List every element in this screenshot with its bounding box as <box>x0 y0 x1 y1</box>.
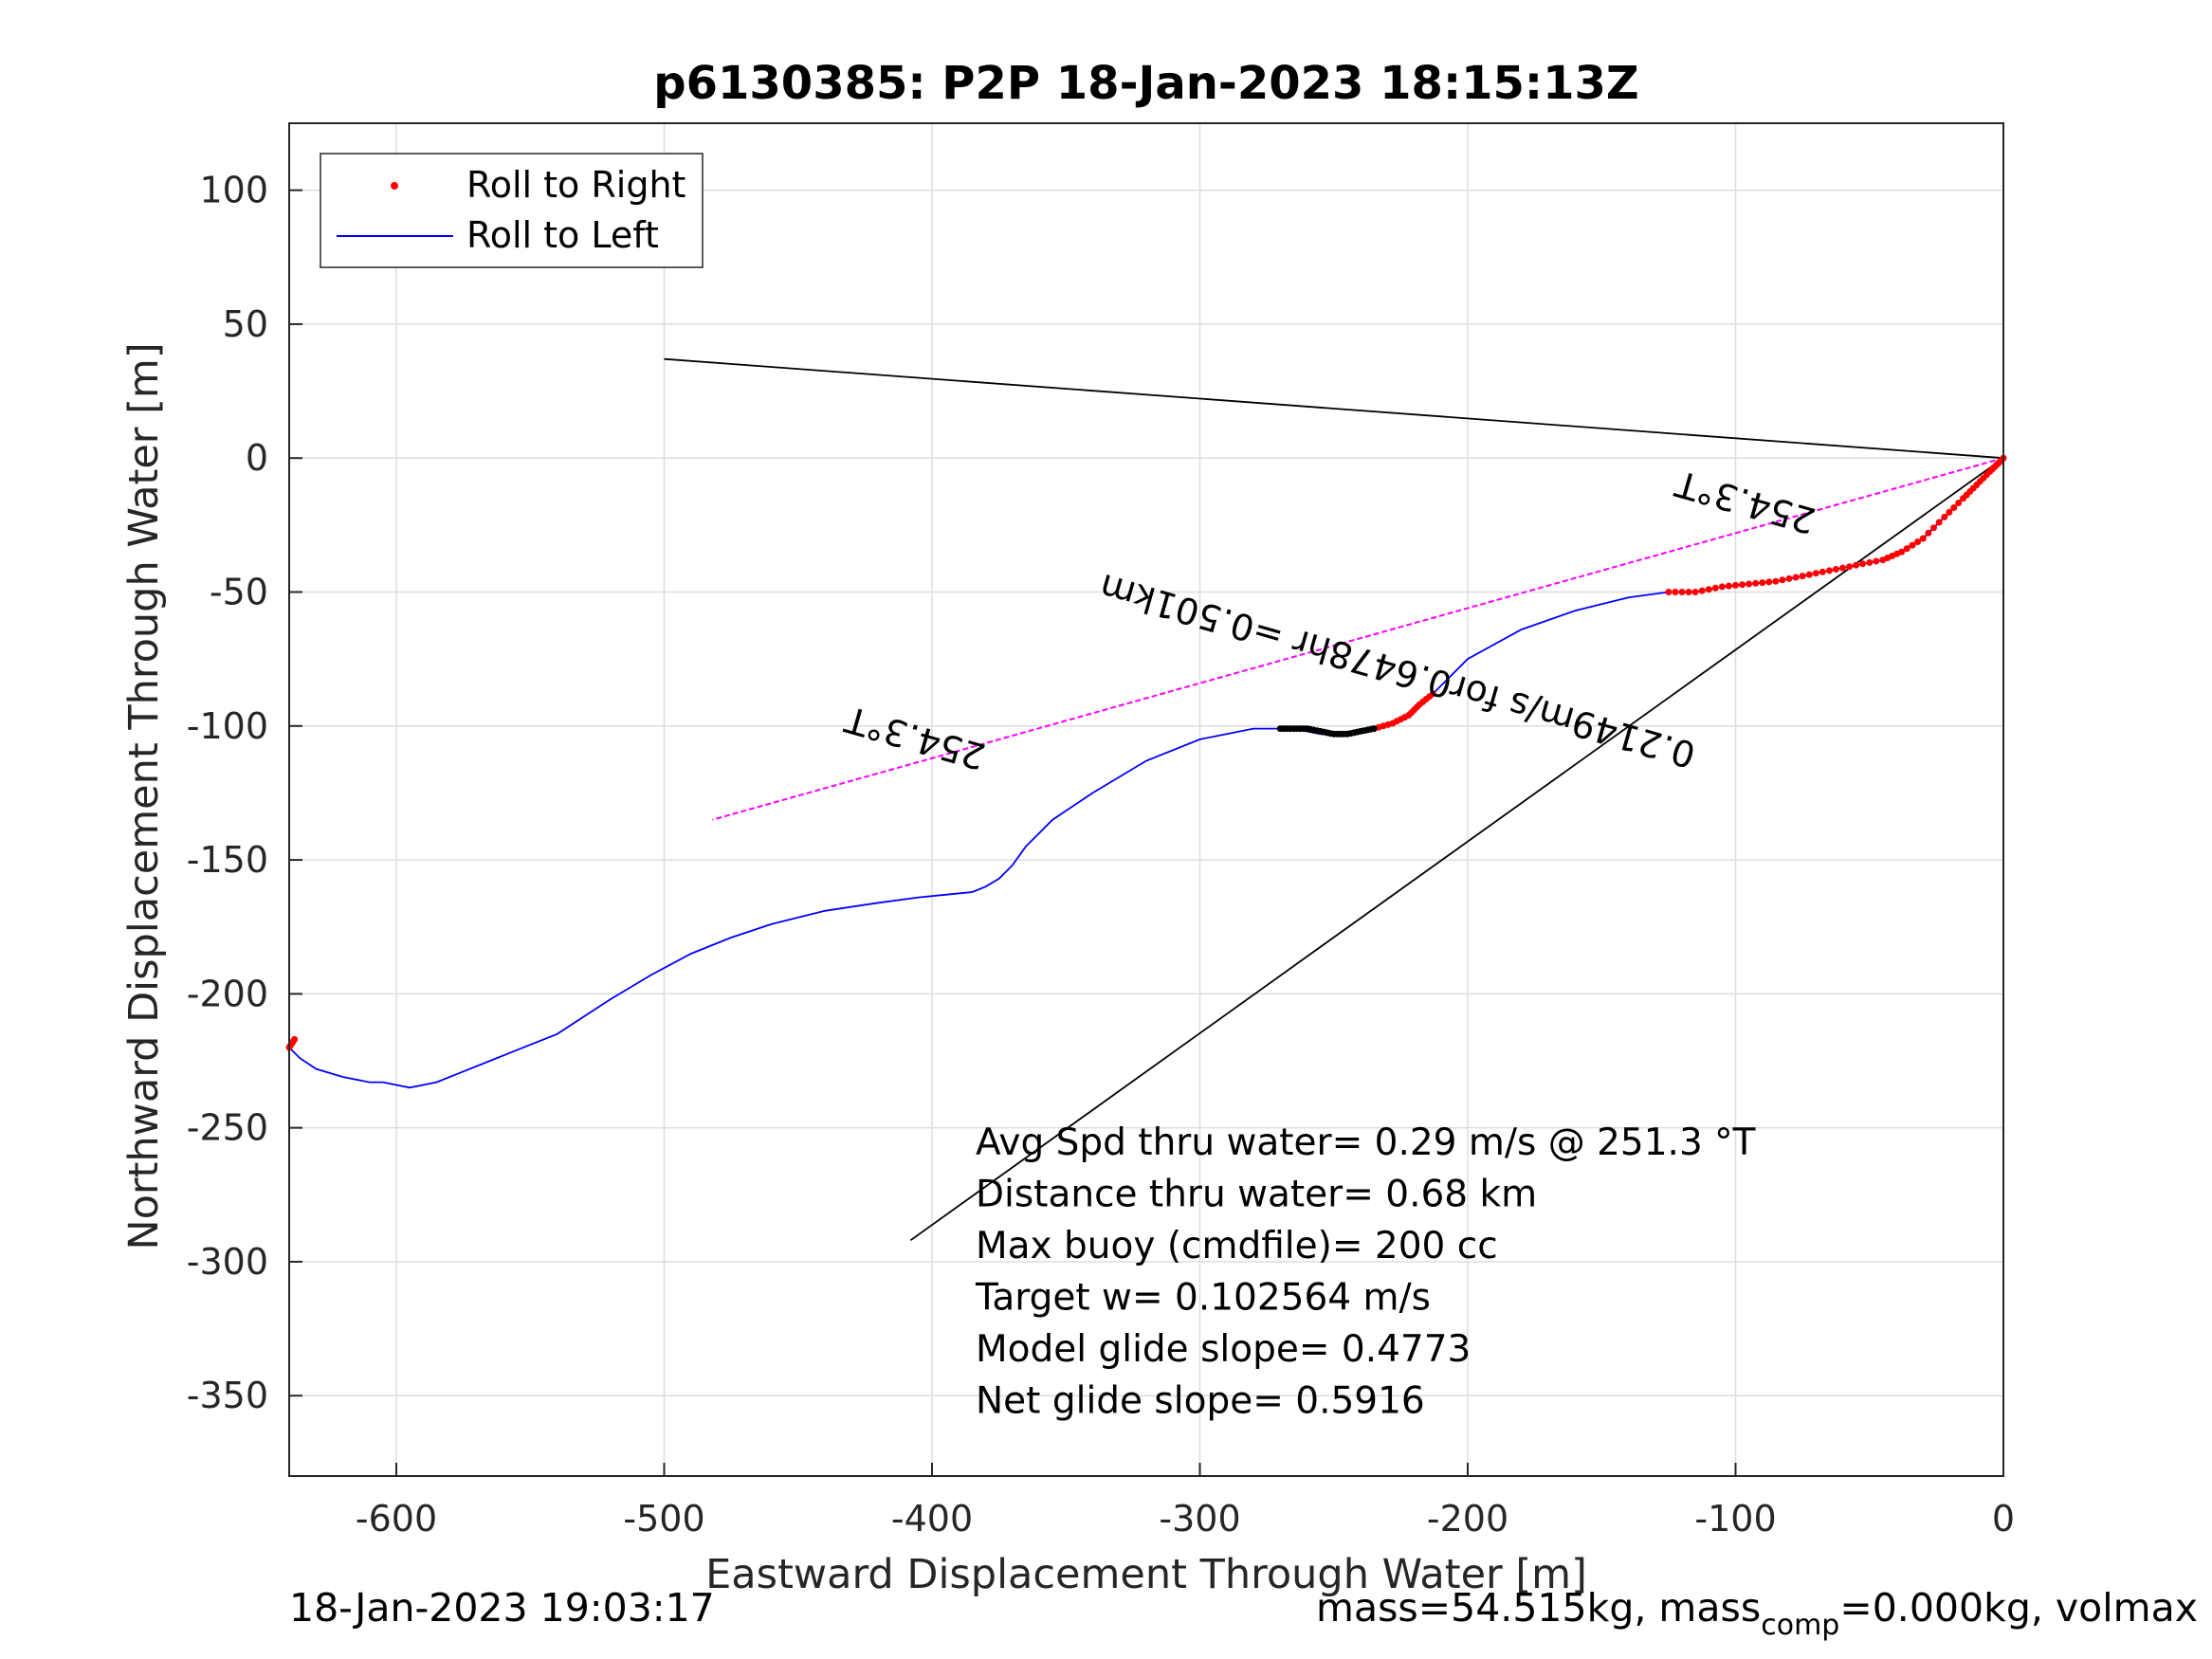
series-marker-point <box>1276 725 1284 733</box>
series-roll-right-point <box>1950 504 1958 511</box>
series-roll-right-point <box>1946 508 1953 516</box>
stats-text-block: Avg Spd thru water= 0.29 m/s @ 251.3 °T D… <box>975 1121 1756 1423</box>
series-roll-right-point <box>1691 589 1699 595</box>
series-roll-right-point <box>1785 574 1793 582</box>
plot-area-border <box>288 122 2004 1477</box>
series-roll-right-point <box>1859 560 1867 568</box>
series-roll-right-point <box>1930 524 1937 532</box>
x-tick-label: -600 <box>356 1498 437 1540</box>
series-roll-right-point <box>1672 589 1679 595</box>
target-course-line <box>712 457 2004 821</box>
legend-box <box>320 153 704 268</box>
x-tick-label: 0 <box>1992 1498 2015 1540</box>
series-roll-right-point <box>1732 581 1739 589</box>
y-tick-label: -350 <box>187 1375 268 1416</box>
series-roll-right-point <box>1955 500 1963 506</box>
series-roll-right-point <box>1792 574 1800 581</box>
series-roll-right-point <box>1678 589 1686 595</box>
series-roll-right-point <box>1960 495 1967 502</box>
series-roll-right-point <box>1765 578 1773 586</box>
series-roll-right-point <box>1879 556 1887 564</box>
series-roll-right-point <box>1772 577 1780 585</box>
y-tick-label: -50 <box>210 572 268 613</box>
stats-line: Max buoy (cmdfile)= 200 cc <box>976 1225 1498 1267</box>
series-roll-right-point <box>1873 557 1880 565</box>
y-tick-label: -300 <box>187 1241 268 1283</box>
legend-roll-left-label: Roll to Left <box>466 214 659 256</box>
stats-line: Model glide slope= 0.4773 <box>976 1328 1471 1371</box>
series-roll-right-point <box>1914 538 1922 545</box>
x-tick-label: -100 <box>1694 1498 1776 1540</box>
y-tick-label: 50 <box>223 303 268 345</box>
series-roll-right-point <box>1909 541 1916 549</box>
series-layer <box>285 454 2007 1089</box>
legend-roll-right-marker <box>391 182 398 190</box>
series-roll-right-point <box>1718 583 1726 591</box>
stats-line: Avg Spd thru water= 0.29 m/s @ 251.3 °T <box>976 1121 1756 1164</box>
y-tick-label: -100 <box>187 705 268 747</box>
footer-mass-suffix: =0.000kg, volmax <box>1839 1585 2198 1631</box>
x-tick-label: -200 <box>1427 1498 1508 1540</box>
series-roll-right-point <box>1746 580 1753 588</box>
y-tick-label: -150 <box>187 839 268 881</box>
y-tick-label: 0 <box>246 437 268 479</box>
series-roll-right-point <box>1853 561 1860 569</box>
x-tick-label: -500 <box>623 1498 704 1540</box>
series-roll-right-point <box>1759 579 1766 587</box>
footer-timestamp: 18-Jan-2023 19:03:17 <box>289 1585 715 1631</box>
series-roll-right-point <box>1711 584 1719 592</box>
stats-line: Net glide slope= 0.5916 <box>976 1380 1425 1423</box>
reference-lines <box>664 357 2004 1242</box>
series-roll-right-point <box>1903 545 1910 553</box>
series-roll-right-point <box>1812 570 1819 577</box>
chart-title: p6130385: P2P 18-Jan-2023 18:15:13Z <box>653 57 1638 110</box>
stats-line: Distance thru water= 0.68 km <box>976 1174 1537 1216</box>
y-axis-label: Northward Displacement Through Water [m] <box>120 342 168 1249</box>
series-roll-right-point <box>1685 589 1692 595</box>
chart-legend: Roll to Right Roll to Left <box>320 153 704 268</box>
axis-ticks: -600 -500 -400 -300 -200 -100 0 100 50 0 -50 -100 -1… <box>187 170 2015 1540</box>
x-tick-label: -300 <box>1159 1498 1240 1540</box>
reference-line <box>664 357 2004 460</box>
footer-mass-subscript: comp <box>1761 1609 1840 1642</box>
series-roll-right-point <box>1705 586 1712 593</box>
series-roll-right-point <box>1752 579 1760 587</box>
series-roll-right-point <box>1739 581 1746 589</box>
series-roll-right-point <box>1779 576 1786 584</box>
series-roll-right-point <box>1846 563 1854 571</box>
series-roll-right-point <box>1935 519 1943 526</box>
series-roll-right-point <box>1825 567 1833 574</box>
series-roll-right-point <box>1819 568 1826 575</box>
y-tick-label: 100 <box>199 170 268 211</box>
reference-line <box>909 457 2004 1242</box>
series-roll-right-point <box>1665 589 1673 595</box>
series-roll-right-point <box>1799 573 1806 580</box>
y-tick-label: -250 <box>187 1107 268 1149</box>
stats-line: Target w= 0.102564 m/s <box>975 1277 1431 1320</box>
x-tick-label: -400 <box>891 1498 973 1540</box>
series-roll-right-point <box>1866 558 1874 566</box>
y-tick-label: -200 <box>187 973 268 1014</box>
footer-mass-prefix: mass=54.515kg, mass <box>1316 1585 1762 1631</box>
series-roll-right-point <box>1725 582 1732 590</box>
series-roll-right-point <box>1925 529 1932 537</box>
series-roll-right-point <box>1941 513 1948 520</box>
footer-mass-info: mass=54.515kg, masscomp=0.000kg, volmax <box>1316 1585 2198 1642</box>
series-roll-right-point <box>1805 571 1813 578</box>
legend-roll-right-label: Roll to Right <box>466 164 686 206</box>
series-roll-right-point <box>1698 587 1706 594</box>
x-axis-label: Eastward Displacement Through Water [m] <box>705 1551 1587 1598</box>
series-roll-right-point <box>1832 566 1839 573</box>
series-roll-right-point <box>1839 564 1846 572</box>
series-roll-right-point <box>1919 535 1927 542</box>
